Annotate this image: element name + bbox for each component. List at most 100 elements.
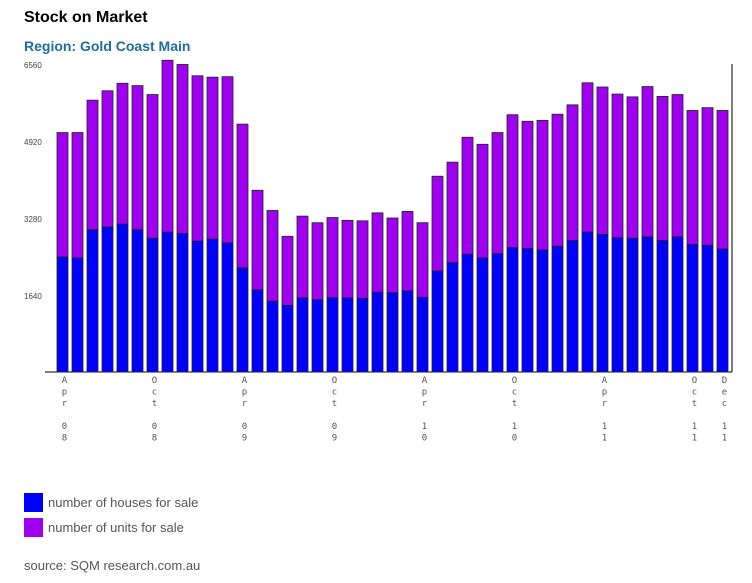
y-tick-label: 6560 (24, 61, 42, 70)
bar-houses (356, 297, 369, 373)
legend-label-units: number of units for sale (48, 519, 184, 535)
bar-units (86, 99, 99, 231)
bar-units (191, 75, 204, 242)
y-tick-label: 1640 (24, 292, 42, 301)
bar-units (506, 114, 519, 248)
bar-houses (206, 238, 219, 373)
chart-subtitle: Region: Gold Coast Main (24, 38, 191, 54)
bar-units (416, 222, 429, 298)
chart-title: Stock on Market (24, 9, 148, 26)
bar-units (491, 132, 504, 255)
bar-houses (251, 289, 264, 373)
source-note: source: SQM research.com.au (24, 558, 201, 573)
bar-units (566, 104, 579, 241)
bar-units (581, 82, 594, 233)
legend-swatch-houses (24, 492, 43, 512)
bar-houses (596, 234, 609, 373)
bar-houses (626, 237, 639, 373)
bar-units (101, 90, 114, 228)
bar-units (221, 76, 234, 244)
bar-units (701, 107, 714, 246)
bar-houses (101, 226, 114, 373)
bar-units (431, 175, 444, 272)
bar-houses (581, 231, 594, 373)
bar-houses (236, 267, 249, 373)
legend: number of houses for sale number of unit… (24, 492, 198, 542)
bar-houses (116, 223, 129, 373)
bar-units (671, 94, 684, 238)
bar-units (401, 211, 414, 292)
bar-houses (371, 291, 384, 373)
bar-units (371, 212, 384, 293)
bar-units (656, 95, 669, 241)
bar-units (386, 217, 399, 294)
bar-houses (296, 297, 309, 373)
bar-houses (56, 256, 69, 373)
bar-units (296, 215, 309, 299)
bar-units (236, 123, 249, 269)
bar-houses (506, 247, 519, 373)
bar-houses (311, 299, 324, 373)
bar-units (521, 120, 534, 249)
bar-houses (146, 237, 159, 373)
bar-houses (611, 237, 624, 373)
y-tick-label: 3280 (24, 215, 42, 224)
bar-houses (716, 248, 729, 373)
bar-units (56, 132, 69, 258)
bar-units (266, 210, 279, 302)
bar-units (161, 59, 174, 233)
legend-item-units: number of units for sale (24, 517, 198, 537)
bar-houses (401, 290, 414, 373)
bar-units (356, 220, 369, 299)
bar-units (476, 143, 489, 259)
bar-houses (71, 257, 84, 373)
bar-houses (431, 270, 444, 373)
bar-units (536, 119, 549, 251)
bar-units (446, 161, 459, 264)
bar-houses (656, 240, 669, 373)
bar-houses (701, 244, 714, 373)
bar-houses (131, 229, 144, 373)
bar-houses (521, 248, 534, 373)
bar-units (71, 132, 84, 259)
bar-houses (461, 253, 474, 373)
bar-houses (161, 231, 174, 373)
legend-swatch-units (24, 517, 43, 537)
bar-houses (221, 242, 234, 373)
bar-units (206, 76, 219, 240)
bar-units (251, 189, 264, 291)
bar-houses (476, 257, 489, 373)
bar-units (131, 85, 144, 231)
bar-houses (551, 245, 564, 373)
bar-units (461, 136, 474, 255)
bar-houses (566, 240, 579, 373)
bar-units (641, 86, 654, 238)
y-tick-label: 4920 (24, 138, 42, 147)
bar-houses (86, 229, 99, 373)
bar-units (146, 94, 159, 239)
bar-units (116, 82, 129, 225)
legend-label-houses: number of houses for sale (48, 494, 199, 510)
bar-units (686, 110, 699, 245)
bar-houses (536, 249, 549, 373)
bar-houses (176, 233, 189, 373)
bar-houses (671, 236, 684, 373)
bar-units (551, 113, 564, 247)
bar-units (311, 222, 324, 301)
bar-houses (281, 304, 294, 373)
bar-houses (386, 292, 399, 373)
legend-item-houses: number of houses for sale (24, 492, 198, 512)
bar-units (611, 93, 624, 239)
bar-houses (341, 297, 354, 373)
bar-units (176, 64, 189, 234)
